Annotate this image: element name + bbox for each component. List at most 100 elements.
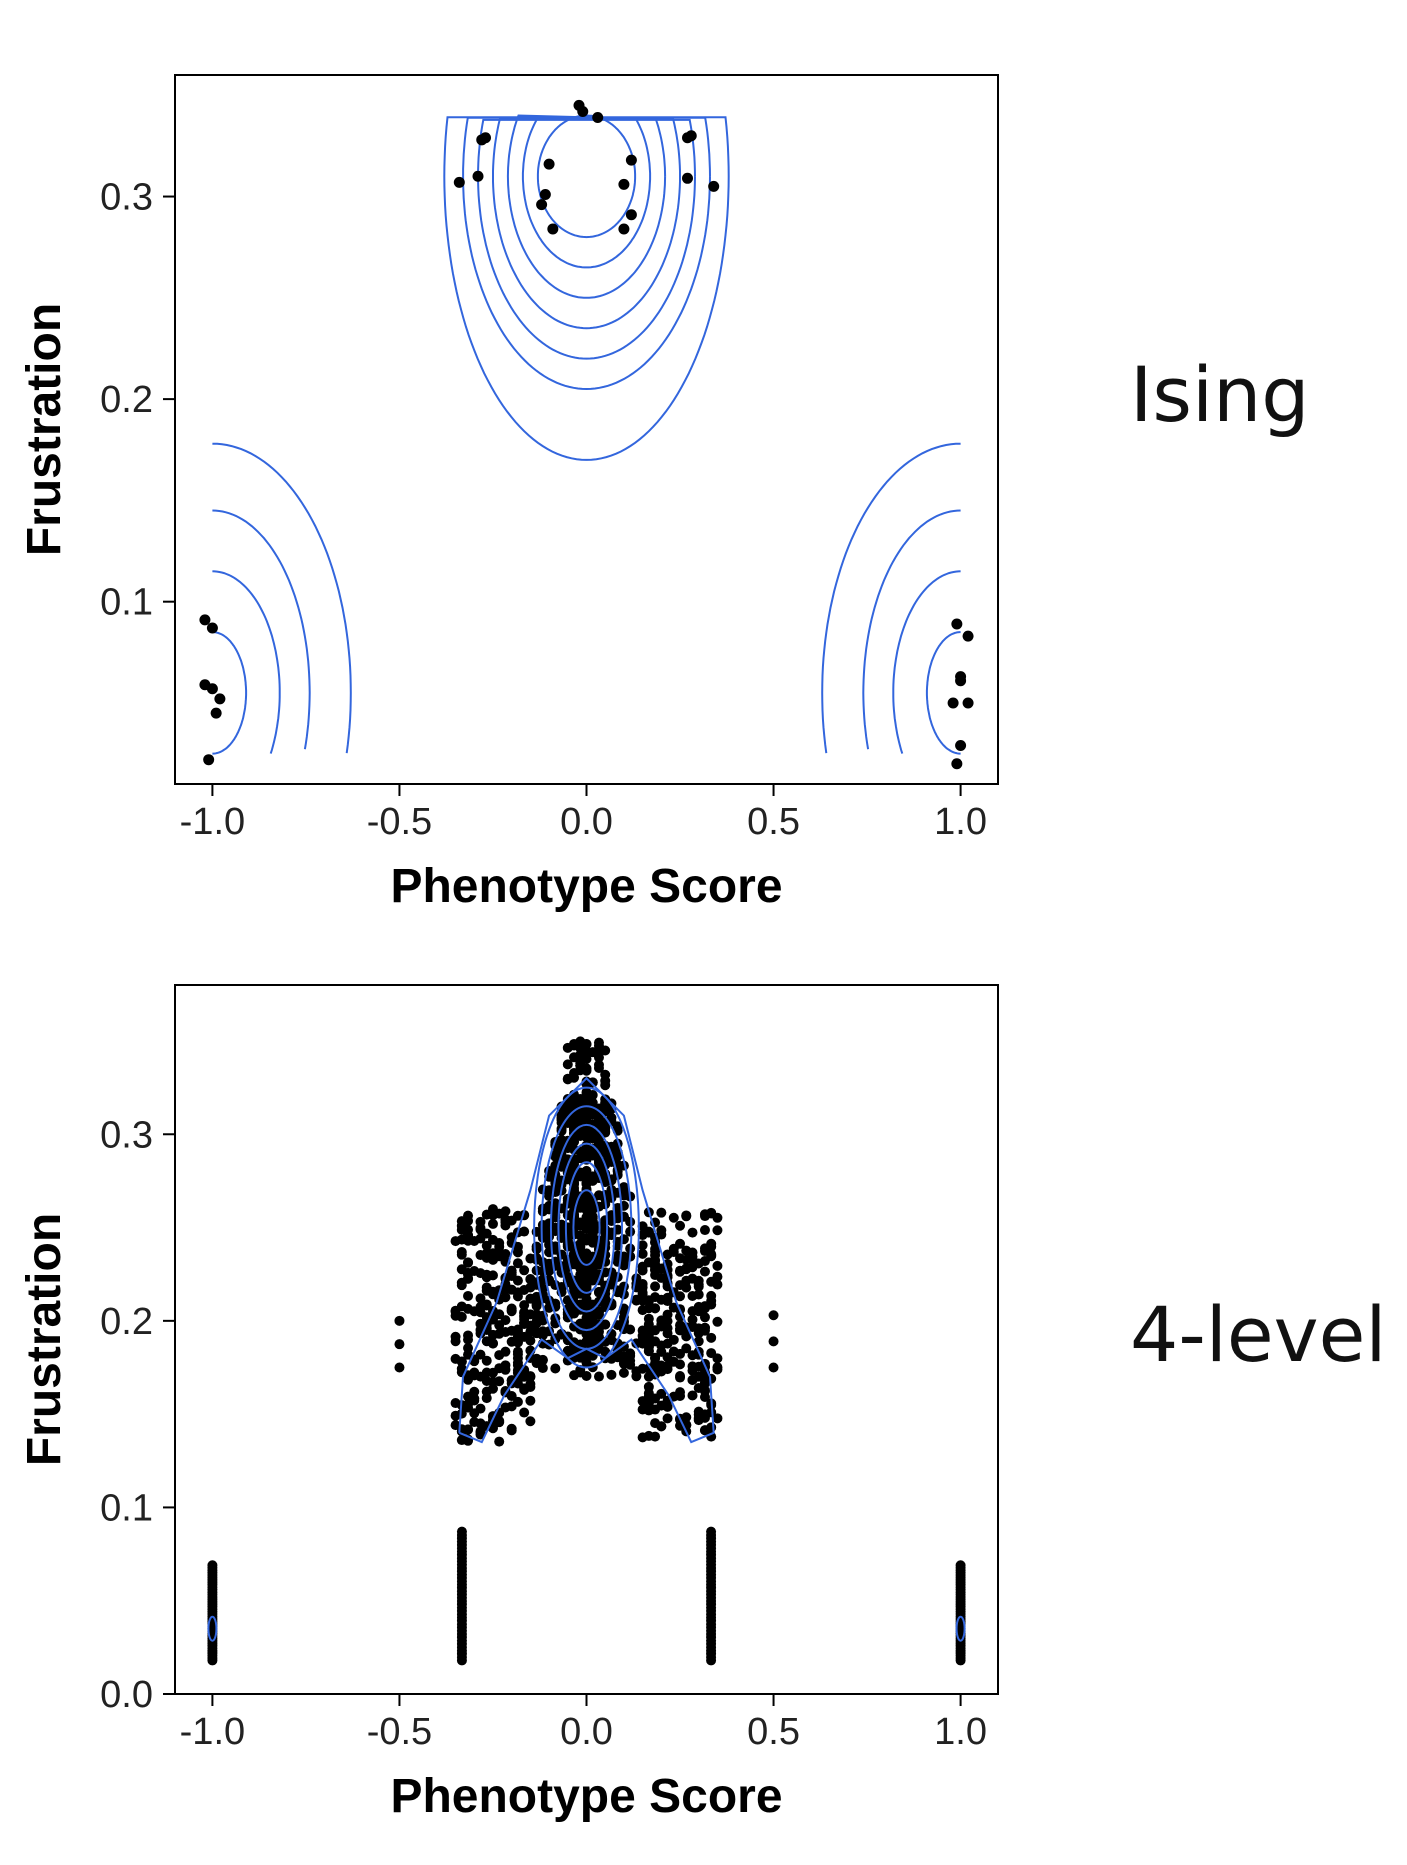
point <box>562 1059 573 1070</box>
point <box>394 1339 405 1350</box>
point <box>650 1303 661 1314</box>
point <box>519 1310 530 1321</box>
point <box>687 1291 698 1302</box>
point-2 <box>592 112 604 124</box>
point <box>681 1331 692 1342</box>
point <box>512 1275 523 1286</box>
x-axis-label: Phenotype Score <box>390 860 782 913</box>
point <box>587 1200 598 1211</box>
side-label-ising: Ising <box>1130 350 1310 439</box>
y-tick-label: 0.3 <box>100 1114 153 1156</box>
contour-center-3 <box>549 1123 624 1332</box>
point <box>506 1325 517 1336</box>
point <box>643 1321 654 1332</box>
point <box>494 1350 505 1361</box>
contour-right_peak-0 <box>925 631 961 755</box>
point <box>656 1207 667 1218</box>
point <box>394 1315 405 1326</box>
contour-center-0 <box>536 114 637 239</box>
point <box>487 1329 498 1340</box>
contour-center-0 <box>572 1189 601 1266</box>
contour-center-4 <box>540 1105 633 1350</box>
point <box>706 1249 717 1260</box>
point <box>637 1221 648 1232</box>
point <box>656 1340 667 1351</box>
point <box>593 1134 604 1145</box>
point <box>525 1395 536 1406</box>
point <box>581 1235 592 1246</box>
point <box>600 1098 611 1109</box>
chart-ising: -1.0 -0.5 0.0 0.5 1.0 0.1 0.2 0.3 Phenotype Scor… <box>0 0 1407 930</box>
point <box>500 1206 511 1217</box>
point <box>687 1227 698 1238</box>
contour-right_peak-2 <box>862 509 961 750</box>
point-33 <box>951 758 963 770</box>
point <box>494 1320 505 1331</box>
point-32 <box>955 740 967 752</box>
point <box>575 1036 586 1047</box>
side-label-4-level: 4-level <box>1130 1290 1387 1379</box>
point <box>675 1359 686 1370</box>
point <box>706 1526 717 1537</box>
point <box>681 1275 692 1286</box>
point <box>519 1317 530 1328</box>
point <box>643 1346 654 1357</box>
point <box>519 1407 530 1418</box>
point <box>681 1245 692 1256</box>
point-31 <box>962 697 974 709</box>
point <box>562 1230 573 1241</box>
point <box>643 1313 654 1324</box>
point <box>625 1216 636 1227</box>
point <box>450 1331 461 1342</box>
point <box>712 1316 723 1327</box>
point <box>463 1424 474 1435</box>
point <box>512 1258 523 1269</box>
y-axis-label: Frustration <box>18 1213 71 1466</box>
point <box>687 1390 698 1401</box>
point <box>643 1397 654 1408</box>
point <box>581 1370 592 1381</box>
scatter-points <box>207 1036 966 1666</box>
x-tick-label: 1.0 <box>934 1711 987 1753</box>
point <box>668 1334 679 1345</box>
point <box>587 1174 598 1185</box>
point <box>650 1264 661 1275</box>
point <box>512 1241 523 1252</box>
point <box>456 1247 467 1258</box>
contour-center-2 <box>557 1142 616 1313</box>
point <box>675 1238 686 1249</box>
contour-left_peak-3 <box>212 442 352 754</box>
contour-center-6 <box>443 116 730 461</box>
point <box>693 1303 704 1314</box>
point <box>637 1363 648 1374</box>
contour-outline <box>458 1076 715 1444</box>
point <box>699 1225 710 1236</box>
point <box>637 1265 648 1276</box>
point <box>463 1330 474 1341</box>
point-23 <box>214 693 226 705</box>
point <box>643 1388 654 1399</box>
contour-left_peak-2 <box>212 509 311 750</box>
point <box>463 1210 474 1221</box>
point <box>593 1259 604 1270</box>
point <box>687 1374 698 1385</box>
point <box>687 1365 698 1376</box>
point <box>699 1425 710 1436</box>
point-6 <box>618 178 630 190</box>
point <box>487 1204 498 1215</box>
contour-center-4 <box>476 118 696 360</box>
point <box>481 1282 492 1293</box>
x-tick-label: -0.5 <box>367 1711 432 1753</box>
point <box>706 1241 717 1252</box>
point <box>456 1408 467 1419</box>
point <box>675 1372 686 1383</box>
contour-right_peak-1 <box>892 570 961 754</box>
x-tick-label: 0.5 <box>747 801 800 843</box>
point <box>706 1207 717 1218</box>
point <box>525 1379 536 1390</box>
point <box>581 1099 592 1110</box>
point <box>693 1406 704 1417</box>
point <box>650 1255 661 1266</box>
point <box>650 1418 661 1429</box>
point-30 <box>947 697 959 709</box>
